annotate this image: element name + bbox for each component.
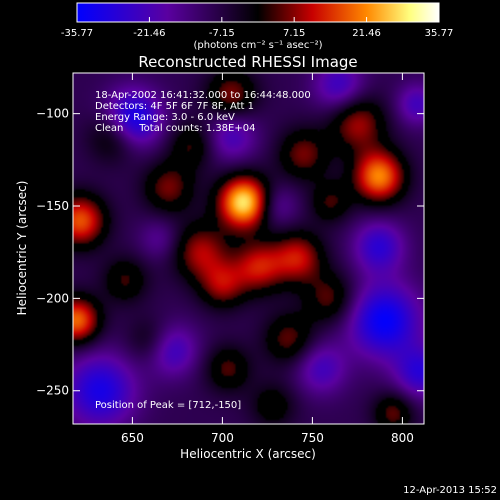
x-tick-label: 650 bbox=[121, 431, 144, 445]
colorbar-tick-label: -35.77 bbox=[61, 28, 93, 39]
x-tick-label: 800 bbox=[391, 431, 414, 445]
colorbar-tick-label: -7.15 bbox=[209, 28, 235, 39]
y-tick-label: −250 bbox=[36, 384, 69, 398]
colorbar-tick-label: 7.15 bbox=[283, 28, 305, 39]
x-axis-title: Heliocentric X (arcsec) bbox=[180, 447, 316, 461]
colorbar-tick-label: 35.77 bbox=[425, 28, 454, 39]
colorbar-unit-label: (photons cm⁻² s⁻¹ asec⁻²) bbox=[193, 40, 322, 51]
x-tick-label: 750 bbox=[301, 431, 324, 445]
y-tick-label: −100 bbox=[36, 107, 69, 121]
y-tick-label: −150 bbox=[36, 199, 69, 213]
colorbar-tick-label: 21.46 bbox=[352, 28, 381, 39]
colorbar-ticks: -35.77 -21.46 -7.15 7.15 21.46 35.77 bbox=[61, 17, 453, 39]
render-timestamp: 12-Apr-2013 15:52 bbox=[403, 485, 497, 496]
annotation-time-range: 18-Apr-2002 16:41:32.000 to 16:44:48.000 bbox=[95, 90, 311, 101]
annotation-clean-counts: Clean Total counts: 1.38E+04 bbox=[95, 123, 255, 134]
annotation-detectors: Detectors: 4F 5F 6F 7F 8F, Att 1 bbox=[95, 101, 254, 112]
x-tick-label: 700 bbox=[211, 431, 234, 445]
colorbar-tick-label: -21.46 bbox=[133, 28, 165, 39]
colorbar bbox=[76, 2, 440, 23]
y-axis-title: Heliocentric Y (arcsec) bbox=[15, 181, 29, 316]
heatmap-image bbox=[73, 73, 424, 424]
y-tick-label: −200 bbox=[36, 291, 69, 305]
annotation-block: 18-Apr-2002 16:41:32.000 to 16:44:48.000… bbox=[95, 90, 311, 134]
peak-position-label: Position of Peak = [712,-150] bbox=[95, 400, 241, 411]
plot-frame bbox=[72, 72, 425, 425]
annotation-energy-range: Energy Range: 3.0 - 6.0 keV bbox=[95, 112, 235, 123]
axis-ticks: 650 700 750 800 −100 −150 −200 −250 bbox=[36, 73, 424, 445]
chart-title: Reconstructed RHESSI Image bbox=[138, 53, 357, 71]
